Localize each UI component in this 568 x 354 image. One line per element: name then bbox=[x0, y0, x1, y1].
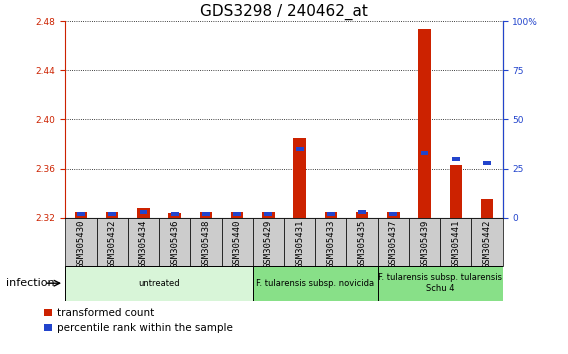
Bar bbox=[356, 212, 369, 218]
Text: infection: infection bbox=[6, 278, 55, 288]
Text: GSM305438: GSM305438 bbox=[202, 219, 210, 268]
Text: GSM305432: GSM305432 bbox=[108, 219, 116, 268]
Bar bbox=[106, 212, 119, 218]
Text: GSM305441: GSM305441 bbox=[452, 219, 460, 268]
Bar bbox=[421, 151, 428, 155]
Bar bbox=[325, 212, 337, 218]
Legend: transformed count, percentile rank within the sample: transformed count, percentile rank withi… bbox=[42, 306, 235, 336]
Text: GSM305430: GSM305430 bbox=[77, 219, 85, 268]
Bar bbox=[169, 213, 181, 218]
Text: GSM305431: GSM305431 bbox=[295, 219, 304, 268]
Bar bbox=[65, 218, 97, 266]
Text: GSM305433: GSM305433 bbox=[327, 219, 335, 268]
Bar bbox=[390, 212, 397, 216]
Bar bbox=[77, 212, 85, 216]
Bar bbox=[450, 165, 462, 218]
Bar bbox=[159, 218, 190, 266]
Text: GSM305440: GSM305440 bbox=[233, 219, 241, 268]
Bar bbox=[327, 212, 335, 216]
Bar bbox=[202, 212, 210, 216]
Text: GSM305434: GSM305434 bbox=[139, 219, 148, 268]
Bar bbox=[418, 29, 431, 218]
Text: F. tularensis subsp. tularensis
Schu 4: F. tularensis subsp. tularensis Schu 4 bbox=[378, 274, 502, 293]
Text: untreated: untreated bbox=[138, 279, 180, 288]
Text: GSM305439: GSM305439 bbox=[420, 219, 429, 268]
Bar bbox=[409, 218, 440, 266]
Bar bbox=[315, 218, 346, 266]
Text: GSM305437: GSM305437 bbox=[389, 219, 398, 268]
Bar bbox=[65, 266, 253, 301]
Bar bbox=[200, 212, 212, 218]
Bar bbox=[481, 199, 494, 218]
Bar bbox=[262, 212, 275, 218]
Text: GSM305442: GSM305442 bbox=[483, 219, 491, 268]
Bar bbox=[265, 212, 272, 216]
Bar bbox=[296, 147, 303, 151]
Bar bbox=[137, 208, 150, 218]
Bar bbox=[190, 218, 222, 266]
Bar bbox=[253, 218, 284, 266]
Bar bbox=[294, 138, 306, 218]
Bar bbox=[284, 218, 315, 266]
Bar bbox=[253, 266, 378, 301]
Bar bbox=[171, 212, 178, 216]
Bar bbox=[97, 218, 128, 266]
Bar bbox=[222, 218, 253, 266]
Bar bbox=[346, 218, 378, 266]
Bar bbox=[140, 210, 147, 214]
Bar bbox=[483, 161, 491, 165]
Bar bbox=[471, 218, 503, 266]
Bar bbox=[108, 212, 116, 216]
Text: F. tularensis subsp. novicida: F. tularensis subsp. novicida bbox=[256, 279, 374, 288]
Bar bbox=[378, 266, 503, 301]
Title: GDS3298 / 240462_at: GDS3298 / 240462_at bbox=[200, 4, 368, 20]
Bar bbox=[452, 157, 460, 161]
Text: GSM305435: GSM305435 bbox=[358, 219, 366, 268]
Bar bbox=[387, 212, 400, 218]
Bar bbox=[231, 212, 243, 218]
Bar bbox=[128, 218, 159, 266]
Bar bbox=[233, 212, 241, 216]
Bar bbox=[440, 218, 471, 266]
Bar bbox=[358, 210, 366, 214]
Text: GSM305429: GSM305429 bbox=[264, 219, 273, 268]
Text: GSM305436: GSM305436 bbox=[170, 219, 179, 268]
Bar bbox=[75, 212, 87, 218]
Bar bbox=[378, 218, 409, 266]
